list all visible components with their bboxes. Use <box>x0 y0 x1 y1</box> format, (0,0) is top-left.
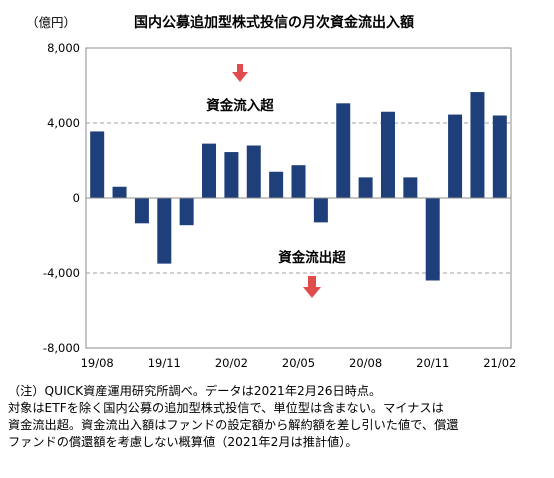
footnote-line: 対象はETFを除く国内公募の追加型株式投信で、単位型は含まない。マイナスは <box>8 401 444 415</box>
bars <box>90 92 507 281</box>
bar-20-09 <box>380 111 395 198</box>
y-tick-label: -4,000 <box>43 266 80 280</box>
bar-20-01 <box>202 143 217 198</box>
x-tick-label: 19/11 <box>148 356 181 370</box>
y-tick-label: 0 <box>73 191 80 205</box>
x-tick-label: 20/05 <box>282 356 315 370</box>
bar-20-07 <box>336 103 351 198</box>
bar-19-10 <box>134 198 149 224</box>
x-tick-label: 20/08 <box>349 356 382 370</box>
y-axis: 8,000 4,000 0 -4,000 -8,000 <box>43 41 80 355</box>
bar-19-12 <box>179 198 194 226</box>
bar-21-02 <box>492 115 507 198</box>
bar-20-06 <box>313 198 328 223</box>
bar-21-01 <box>470 92 485 198</box>
inflow-label: 資金流入超 <box>206 97 274 114</box>
y-tick-label: 4,000 <box>47 116 80 130</box>
bar-20-10 <box>403 177 418 198</box>
fund-flow-chart: （億円） 国内公募追加型株式投信の月次資金流出入額 8,000 4,000 0 -4,… <box>26 14 517 370</box>
bar-20-02 <box>224 152 239 198</box>
y-tick-label: 8,000 <box>47 41 80 55</box>
bar-20-11 <box>425 198 440 281</box>
bar-20-05 <box>291 165 306 198</box>
bar-19-08 <box>90 131 105 198</box>
y-tick-label: -8,000 <box>43 341 80 355</box>
bar-20-03 <box>246 145 261 198</box>
footnote: （注）QUICK資産運用研究所調べ。データは2021年2月26日時点。 対象はE… <box>8 383 548 451</box>
x-axis: 19/08 19/11 20/02 20/05 20/08 20/11 21/02 <box>81 356 517 370</box>
x-tick-label: 20/02 <box>215 356 248 370</box>
bar-19-09 <box>112 186 127 198</box>
x-tick-label: 19/08 <box>81 356 114 370</box>
unit-label: （億円） <box>26 15 76 30</box>
outflow-arrow-icon <box>303 276 321 298</box>
bar-20-08 <box>358 177 373 198</box>
bar-19-11 <box>157 198 172 264</box>
chart-title: 国内公募追加型株式投信の月次資金流出入額 <box>134 14 414 31</box>
x-tick-label: 21/02 <box>483 356 516 370</box>
x-tick-label: 20/11 <box>416 356 449 370</box>
footnote-line: 資金流出超。資金流出入額はファンドの設定額から解約額を差し引いた値で、償還 <box>8 418 459 432</box>
footnote-line: （注）QUICK資産運用研究所調べ。データは2021年2月26日時点。 <box>8 384 382 398</box>
footnote-line: ファンドの償還額を考慮しない概算値（2021年2月は推計値）。 <box>8 435 358 449</box>
inflow-arrow-icon <box>232 64 248 82</box>
bar-20-04 <box>269 171 284 198</box>
gridlines <box>86 122 511 274</box>
outflow-label: 資金流出超 <box>278 249 346 266</box>
bar-20-12 <box>448 114 463 198</box>
